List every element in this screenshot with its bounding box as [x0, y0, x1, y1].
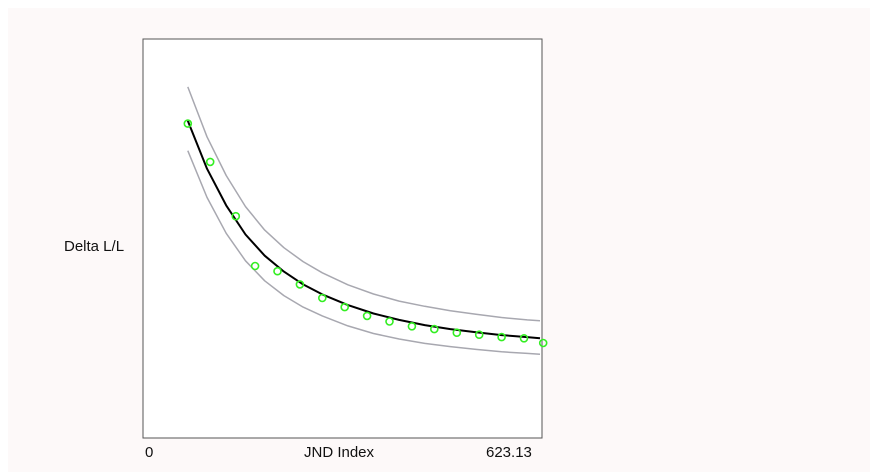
plot-frame — [142, 38, 543, 439]
data-point — [231, 211, 241, 221]
data-point — [407, 321, 417, 331]
data-point — [205, 157, 215, 167]
data-point — [519, 333, 529, 343]
x-axis-label: JND Index — [304, 444, 375, 461]
data-point — [183, 119, 193, 128]
data-point — [429, 324, 439, 334]
data-point — [340, 302, 350, 312]
x-tick-label-max: 623.13 — [486, 444, 532, 461]
data-point — [273, 266, 282, 276]
upper-bound-line — [187, 86, 541, 322]
data-point — [452, 328, 462, 338]
data-point — [362, 311, 372, 321]
data-point — [385, 317, 394, 326]
chart-marks — [183, 86, 548, 355]
data-point — [317, 293, 327, 303]
data-point — [474, 330, 484, 340]
data-point — [250, 261, 260, 271]
lower-bound-line — [187, 150, 541, 355]
x-tick-label-min: 0 — [145, 444, 154, 461]
data-point — [295, 280, 305, 289]
data-point — [538, 338, 548, 348]
y-axis-label: Delta L/L — [64, 238, 125, 255]
data-point — [497, 332, 506, 342]
